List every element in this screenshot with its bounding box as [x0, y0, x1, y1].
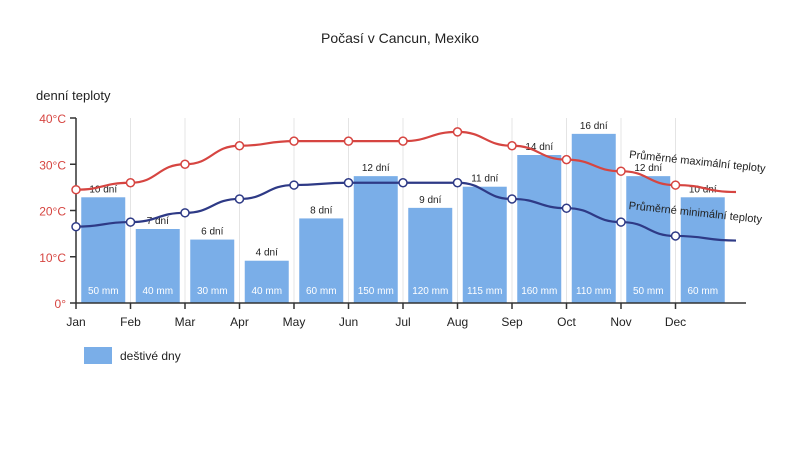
series-point — [180, 208, 190, 218]
bar-days-label: 11 dní — [471, 174, 498, 185]
bar-rain-label: 40 mm — [251, 286, 282, 297]
x-tick-label: Sep — [501, 315, 523, 329]
rain-bar — [81, 197, 126, 303]
bar-days-label: 4 dní — [256, 248, 278, 259]
series-point — [343, 136, 354, 146]
series-point — [71, 221, 81, 232]
series-point — [398, 178, 408, 188]
bar-days-label: 14 dní — [525, 142, 553, 153]
bar-rain-label: 160 mm — [521, 286, 557, 297]
x-tick-label: Mar — [175, 315, 196, 329]
rain-bar — [571, 133, 616, 303]
rain-bar — [408, 207, 453, 303]
axes — [70, 117, 746, 309]
bar-rain-label: 110 mm — [576, 286, 611, 297]
series-point — [561, 154, 572, 165]
bar-rain-label: 30 mm — [197, 286, 228, 297]
legend-label: deštivé dny — [120, 349, 181, 363]
y-tick-label: 0° — [55, 297, 67, 311]
series-point — [180, 159, 190, 169]
bar-days-label: 16 dní — [580, 121, 608, 132]
x-tick-label: Jun — [339, 315, 358, 329]
y-tick-label: 10°C — [39, 251, 66, 265]
rain-bar — [190, 239, 235, 303]
series-point — [398, 136, 408, 146]
x-tick-label: Feb — [120, 315, 141, 329]
bar-days-label: 6 dní — [201, 227, 223, 238]
series-point — [452, 178, 463, 188]
bar-rain-label: 50 mm — [633, 286, 664, 297]
bar-rain-label: 60 mm — [687, 286, 718, 297]
series-point — [289, 136, 299, 146]
rain-bar — [626, 176, 671, 303]
y-tick-label: 20°C — [39, 205, 66, 219]
series-point — [616, 217, 626, 227]
series-point — [234, 194, 245, 204]
bar-rain-label: 50 mm — [88, 286, 119, 297]
bar-rain-label: 120 mm — [412, 286, 448, 297]
series-point — [343, 178, 354, 188]
series-point — [289, 180, 299, 190]
chart-title: Počasí v Cancun, Mexiko — [321, 30, 479, 46]
bar-rain-label: 150 mm — [358, 286, 394, 297]
bar-rain-label: 60 mm — [306, 286, 337, 297]
axis-labels: 0° 10°C 20°C 30°C 40°C Jan Feb Mar Apr May Jun Jul A… — [39, 112, 686, 329]
series-point — [507, 194, 517, 204]
bar-days-label: 12 dní — [634, 163, 662, 174]
series-point — [561, 203, 572, 213]
rain-bar — [517, 155, 562, 303]
x-tick-label: Jan — [66, 315, 85, 329]
series-point — [125, 217, 136, 227]
x-tick-label: Nov — [610, 315, 631, 329]
bar-days-label: 8 dní — [310, 205, 332, 216]
bar-rain-label: 115 mm — [467, 286, 502, 297]
series-point — [616, 166, 626, 176]
series-point — [452, 127, 463, 137]
rain-bar — [135, 229, 180, 303]
y-axis-label: denní teploty — [36, 88, 111, 103]
legend: deštivé dny — [84, 347, 181, 364]
x-tick-label: Dec — [665, 315, 686, 329]
series-point — [670, 231, 681, 241]
bar-days-label: 10 dní — [689, 184, 717, 195]
bar-days-label: 9 dní — [419, 195, 441, 206]
rain-bar — [244, 260, 289, 303]
x-tick-label: Jul — [395, 315, 410, 329]
y-tick-label: 40°C — [39, 112, 66, 126]
series-point — [125, 178, 136, 188]
legend-swatch — [84, 347, 112, 364]
rain-bar — [680, 197, 725, 303]
x-tick-label: May — [283, 315, 306, 329]
x-tick-label: Oct — [557, 315, 576, 329]
x-tick-label: Apr — [230, 315, 249, 329]
y-tick-label: 30°C — [39, 158, 66, 172]
series-point — [670, 180, 681, 190]
rain-bar — [462, 186, 507, 303]
series-point — [507, 141, 517, 151]
series-point — [71, 184, 81, 195]
rain-bar — [353, 176, 398, 303]
bar-days-label: 7 dní — [147, 216, 169, 227]
bar-days-label: 10 dní — [89, 184, 117, 195]
x-tick-label: Aug — [447, 315, 468, 329]
bar-rain-label: 40 mm — [142, 286, 173, 297]
rain-bar — [299, 218, 344, 303]
rain-bars: 10 dní 50 mm 7 dní 40 mm 6 dní 30 mm 4 dní 40 m… — [81, 121, 725, 303]
bar-days-label: 12 dní — [362, 163, 390, 174]
series-point — [234, 141, 245, 151]
